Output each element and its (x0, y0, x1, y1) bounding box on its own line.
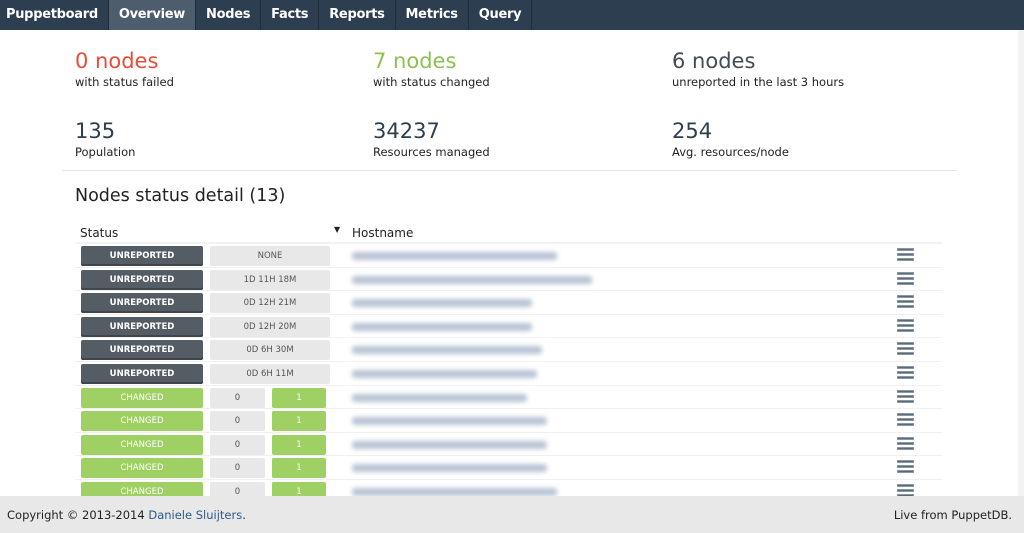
table-row: CHANGED 0 1 (75, 386, 942, 410)
table-row: UNREPORTED NONE (75, 244, 942, 268)
changed-count: 1 (272, 482, 326, 496)
stat-population: 135 Population (75, 118, 135, 159)
node-detail-icon[interactable] (897, 318, 914, 334)
stat-failed: 0 nodes with status failed (75, 48, 174, 89)
hostname-link[interactable] (352, 417, 547, 426)
status-badge[interactable]: CHANGED (81, 482, 203, 496)
stat-value: 34237 (373, 119, 440, 143)
live-from-text: Live from PuppetDB. (893, 508, 1012, 522)
stat-label: with status failed (75, 75, 174, 89)
failed-count: 0 (210, 387, 265, 408)
status-badge[interactable]: UNREPORTED (81, 246, 203, 266)
status-badge[interactable]: UNREPORTED (81, 340, 203, 361)
failed-count: 0 (210, 411, 265, 432)
hostname-link[interactable] (352, 464, 547, 473)
stat-label: with status changed (373, 75, 490, 89)
unreported-time: 1D 11H 18M (210, 269, 330, 290)
hostname-link[interactable] (352, 252, 557, 260)
column-status[interactable]: Status (80, 226, 119, 240)
status-badge[interactable]: CHANGED (81, 434, 203, 455)
failed-count: 0 (210, 482, 265, 496)
changed-count: 1 (272, 411, 326, 432)
node-detail-icon[interactable] (897, 436, 914, 452)
nav-query[interactable]: Query (469, 0, 533, 30)
failed-count: 0 (210, 434, 265, 455)
stat-avg-resources: 254 Avg. resources/node (672, 118, 789, 159)
node-detail-icon[interactable] (897, 484, 914, 496)
hostname-link[interactable] (352, 346, 542, 355)
status-badge[interactable]: UNREPORTED (81, 364, 203, 384)
status-badge[interactable]: UNREPORTED (81, 316, 203, 337)
stat-label: Avg. resources/node (672, 145, 789, 159)
node-detail-icon[interactable] (897, 413, 914, 428)
section-title: Nodes status detail (13) (75, 186, 286, 206)
brand-link[interactable]: Puppetboard (0, 0, 109, 30)
node-detail-icon[interactable] (897, 271, 914, 287)
hostname-link[interactable] (352, 322, 532, 331)
changed-count: 1 (272, 458, 326, 479)
unreported-time: NONE (210, 246, 330, 266)
table-row: CHANGED 0 1 (75, 456, 942, 480)
unreported-time: 0D 12H 21M (210, 293, 330, 314)
nav-reports[interactable]: Reports (319, 0, 396, 30)
node-detail-icon[interactable] (897, 295, 914, 310)
node-detail-icon[interactable] (897, 248, 914, 263)
table-row: UNREPORTED 1D 11H 18M (75, 268, 942, 292)
table-row: UNREPORTED 0D 12H 21M (75, 291, 942, 315)
nav-metrics[interactable]: Metrics (396, 0, 469, 30)
scrollbar[interactable] (1018, 30, 1024, 496)
column-hostname[interactable]: Hostname (352, 226, 414, 240)
node-detail-icon[interactable] (897, 460, 914, 475)
stat-changed: 7 nodes with status changed (373, 48, 490, 89)
stat-value: 7 nodes (373, 49, 457, 73)
table-row: CHANGED 0 1 (75, 433, 942, 457)
table-row: UNREPORTED 0D 12H 20M (75, 315, 942, 339)
node-detail-icon[interactable] (897, 366, 914, 381)
unreported-time: 0D 6H 30M (210, 340, 330, 361)
navbar: Puppetboard Overview Nodes Facts Reports… (0, 0, 1024, 30)
node-detail-icon[interactable] (897, 389, 914, 405)
hostname-link[interactable] (352, 393, 527, 402)
hostname-link[interactable] (352, 488, 557, 496)
stat-unreported: 6 nodes unreported in the last 3 hours (672, 48, 844, 89)
status-badge[interactable]: UNREPORTED (81, 269, 203, 290)
table-row: CHANGED 0 1 (75, 480, 942, 496)
stat-value: 254 (672, 119, 713, 143)
table-row: UNREPORTED 0D 6H 11M (75, 362, 942, 386)
node-detail-icon[interactable] (897, 342, 914, 357)
changed-count: 1 (272, 434, 326, 455)
copyright-text: Copyright © 2013-2014 (7, 508, 149, 522)
table-header: Status ▼ Hostname (75, 225, 942, 244)
failed-count: 0 (210, 458, 265, 479)
author-link[interactable]: Daniele Sluijters (148, 508, 243, 522)
stat-resources: 34237 Resources managed (373, 118, 490, 159)
stat-label: Population (75, 145, 136, 159)
hostname-link[interactable] (352, 275, 592, 284)
main-content: 0 nodes with status failed 7 nodes with … (0, 30, 1018, 496)
stat-label: Resources managed (373, 145, 490, 159)
table-row: CHANGED 0 1 (75, 409, 942, 433)
divider (62, 170, 957, 171)
status-badge[interactable]: UNREPORTED (81, 293, 203, 314)
status-badge[interactable]: CHANGED (81, 387, 203, 408)
status-badge[interactable]: CHANGED (81, 458, 203, 479)
stat-label: unreported in the last 3 hours (672, 75, 845, 89)
hostname-link[interactable] (352, 370, 537, 378)
nav-overview[interactable]: Overview (108, 0, 196, 30)
nav-facts[interactable]: Facts (261, 0, 320, 30)
period: . (242, 508, 246, 522)
unreported-time: 0D 12H 20M (210, 316, 330, 337)
table-row: UNREPORTED 0D 6H 30M (75, 338, 942, 362)
stat-value: 6 nodes (672, 49, 756, 73)
stat-value: 0 nodes (75, 49, 159, 73)
unreported-time: 0D 6H 11M (210, 364, 330, 384)
nav-nodes[interactable]: Nodes (196, 0, 262, 30)
stat-value: 135 (75, 119, 116, 143)
sort-caret-icon[interactable]: ▼ (334, 225, 341, 234)
changed-count: 1 (272, 387, 326, 408)
hostname-link[interactable] (352, 299, 532, 308)
footer: Copyright © 2013-2014 Daniele Sluijters.… (0, 496, 1024, 533)
hostname-link[interactable] (352, 440, 547, 449)
status-badge[interactable]: CHANGED (81, 411, 203, 432)
